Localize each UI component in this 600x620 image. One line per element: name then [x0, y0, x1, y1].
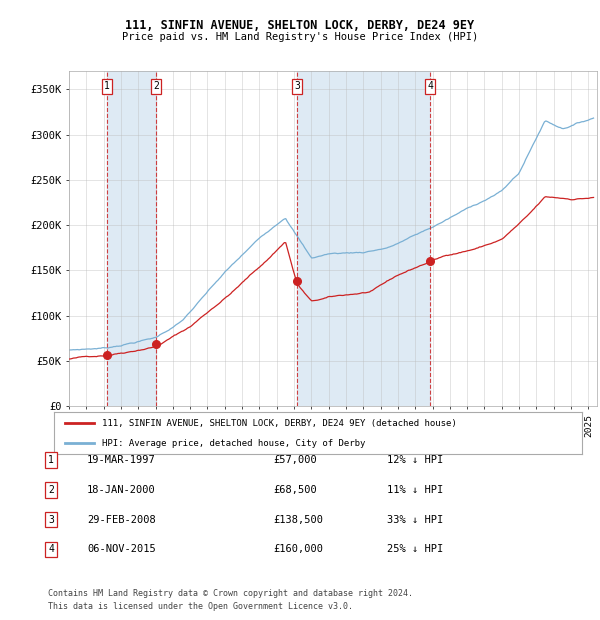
Text: HPI: Average price, detached house, City of Derby: HPI: Average price, detached house, City… — [101, 439, 365, 448]
Text: This data is licensed under the Open Government Licence v3.0.: This data is licensed under the Open Gov… — [48, 602, 353, 611]
Text: 1: 1 — [48, 455, 54, 465]
Text: 4: 4 — [48, 544, 54, 554]
Text: £57,000: £57,000 — [273, 455, 317, 465]
Text: 18-JAN-2000: 18-JAN-2000 — [87, 485, 156, 495]
Text: 2: 2 — [154, 81, 160, 91]
Text: Price paid vs. HM Land Registry's House Price Index (HPI): Price paid vs. HM Land Registry's House … — [122, 32, 478, 42]
Text: £68,500: £68,500 — [273, 485, 317, 495]
Text: 3: 3 — [48, 515, 54, 525]
Text: 3: 3 — [294, 81, 300, 91]
Text: £160,000: £160,000 — [273, 544, 323, 554]
Text: £138,500: £138,500 — [273, 515, 323, 525]
Text: 06-NOV-2015: 06-NOV-2015 — [87, 544, 156, 554]
Bar — [297, 71, 430, 406]
Text: 19-MAR-1997: 19-MAR-1997 — [87, 455, 156, 465]
Text: 12% ↓ HPI: 12% ↓ HPI — [387, 455, 443, 465]
Text: Contains HM Land Registry data © Crown copyright and database right 2024.: Contains HM Land Registry data © Crown c… — [48, 590, 413, 598]
Text: 11% ↓ HPI: 11% ↓ HPI — [387, 485, 443, 495]
Text: 29-FEB-2008: 29-FEB-2008 — [87, 515, 156, 525]
Text: 111, SINFIN AVENUE, SHELTON LOCK, DERBY, DE24 9EY: 111, SINFIN AVENUE, SHELTON LOCK, DERBY,… — [125, 19, 475, 32]
Text: 2: 2 — [48, 485, 54, 495]
Text: 33% ↓ HPI: 33% ↓ HPI — [387, 515, 443, 525]
Text: 25% ↓ HPI: 25% ↓ HPI — [387, 544, 443, 554]
Bar — [107, 71, 157, 406]
Text: 111, SINFIN AVENUE, SHELTON LOCK, DERBY, DE24 9EY (detached house): 111, SINFIN AVENUE, SHELTON LOCK, DERBY,… — [101, 418, 456, 428]
Text: 1: 1 — [104, 81, 110, 91]
Text: 4: 4 — [427, 81, 433, 91]
